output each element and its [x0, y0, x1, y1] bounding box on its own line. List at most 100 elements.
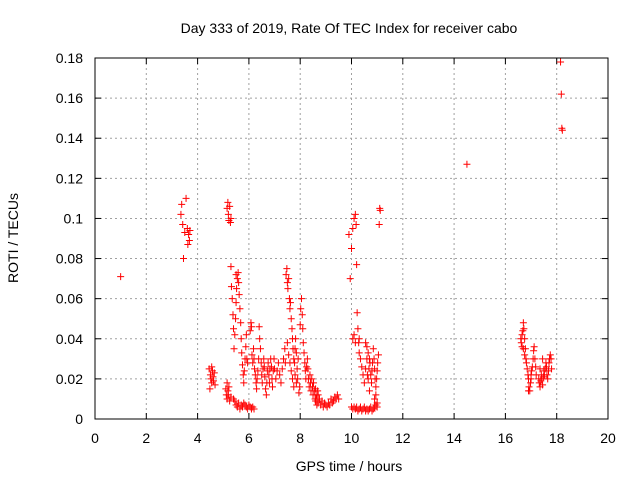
data-point: [265, 379, 273, 387]
data-point: [292, 349, 300, 357]
data-point: [240, 367, 248, 375]
data-point: [353, 261, 361, 269]
data-point: [355, 335, 363, 343]
data-point: [360, 379, 368, 387]
data-point: [283, 265, 291, 273]
data-point: [177, 210, 185, 218]
data-point: [231, 331, 239, 339]
data-point: [253, 375, 261, 383]
data-point: [226, 218, 234, 226]
data-point: [223, 379, 231, 387]
data-point: [301, 359, 309, 367]
data-point: [232, 271, 240, 279]
data-point: [233, 275, 241, 283]
data-point: [261, 373, 269, 381]
data-point: [362, 339, 370, 347]
data-point: [532, 363, 540, 371]
data-point: [265, 371, 273, 379]
grid-lines: [95, 58, 608, 419]
x-tick-label: 6: [245, 430, 253, 446]
x-tick-labels: 0 2 4 6 8 10 12 14 16 18 20: [91, 430, 616, 446]
data-point: [262, 391, 270, 399]
data-point: [264, 359, 272, 367]
data-point: [230, 325, 238, 333]
data-point: [255, 323, 263, 331]
data-point: [230, 395, 238, 403]
data-point: [548, 365, 556, 373]
data-point: [181, 228, 189, 236]
data-point: [373, 399, 381, 407]
data-point: [179, 220, 187, 228]
data-point: [367, 371, 375, 379]
data-point: [285, 275, 293, 283]
data-point: [545, 359, 553, 367]
data-point: [252, 379, 260, 387]
data-point: [225, 383, 233, 391]
data-point: [518, 331, 526, 339]
data-point: [352, 220, 360, 228]
data-point: [250, 405, 258, 413]
data-point: [530, 347, 538, 355]
x-tick-label: 2: [142, 430, 150, 446]
data-point: [350, 331, 358, 339]
data-point: [250, 345, 258, 353]
y-tick-label: 0: [75, 411, 83, 427]
data-point: [230, 345, 238, 353]
data-point: [292, 335, 300, 343]
y-tick-label: 0.06: [56, 291, 83, 307]
data-point: [228, 295, 236, 303]
data-point: [288, 325, 296, 333]
data-point: [299, 339, 307, 347]
data-point: [247, 319, 255, 327]
data-point: [210, 377, 218, 385]
data-point: [525, 383, 533, 391]
data-point: [297, 305, 305, 313]
y-tick-label: 0.16: [56, 90, 83, 106]
y-axis-label: ROTI / TECUs: [5, 193, 21, 283]
data-point: [226, 202, 234, 210]
data-point: [310, 379, 318, 387]
data-point: [232, 315, 240, 323]
data-point: [286, 359, 294, 367]
data-point: [178, 200, 186, 208]
data-point: [248, 351, 256, 359]
data-point: [350, 214, 358, 222]
data-point: [286, 299, 294, 307]
data-point: [371, 395, 379, 403]
data-point: [368, 379, 376, 387]
data-point: [372, 391, 380, 399]
data-point: [283, 339, 291, 347]
data-point: [521, 351, 529, 359]
x-tick-label: 0: [91, 430, 99, 446]
data-point: [296, 383, 304, 391]
data-point: [185, 237, 193, 245]
data-point: [238, 361, 246, 369]
x-tick-label: 18: [549, 430, 565, 446]
data-point: [278, 365, 286, 373]
data-point: [256, 345, 264, 353]
y-tick-label: 0.04: [56, 331, 83, 347]
data-point: [242, 331, 250, 339]
data-point: [242, 343, 250, 351]
data-point: [372, 383, 380, 391]
data-point: [283, 279, 291, 287]
x-tick-label: 12: [395, 430, 411, 446]
data-point: [260, 355, 268, 363]
data-point: [527, 375, 535, 383]
data-point: [237, 335, 245, 343]
data-point: [236, 305, 244, 313]
x-tick-label: 14: [446, 430, 462, 446]
data-point: [233, 285, 241, 293]
y-tick-labels: 0 0.02 0.04 0.06 0.08 0.1 0.12 0.14 0.16 0.18: [56, 50, 83, 427]
data-point: [314, 387, 322, 395]
data-points: [117, 58, 566, 415]
data-point: [353, 309, 361, 317]
data-point: [257, 359, 265, 367]
data-point: [184, 241, 192, 249]
data-point: [289, 375, 297, 383]
data-point: [224, 198, 232, 206]
data-point: [239, 371, 247, 379]
data-point: [335, 395, 343, 403]
data-point: [268, 383, 276, 391]
